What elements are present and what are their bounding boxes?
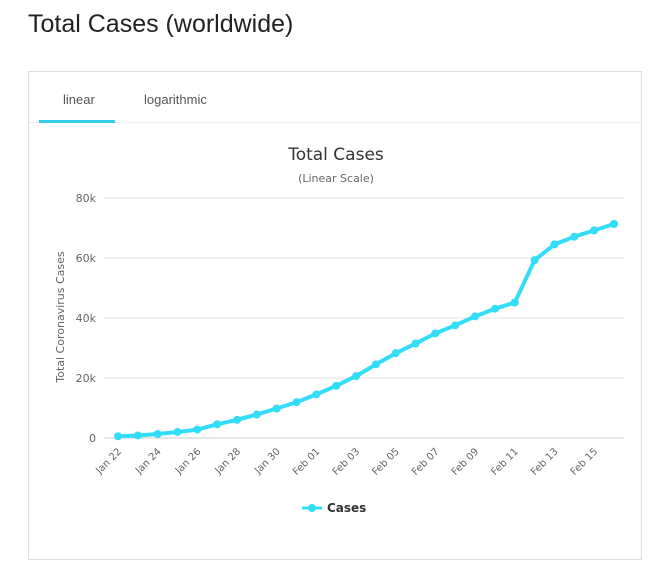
active-tab-indicator: [39, 120, 115, 123]
x-tick-label: Feb 03: [331, 446, 363, 478]
x-tick-label: Feb 11: [489, 446, 521, 478]
data-point[interactable]: [490, 304, 499, 313]
data-point[interactable]: [570, 232, 579, 241]
data-point[interactable]: [550, 240, 559, 249]
data-point[interactable]: [510, 298, 519, 307]
x-tick-label: Feb 07: [410, 446, 442, 478]
x-tick-label: Jan 26: [173, 446, 204, 477]
legend-label-cases: Cases: [327, 501, 366, 515]
chart-title: Total Cases: [287, 145, 384, 165]
y-tick-label: 60k: [76, 252, 97, 265]
chart-panel: linear logarithmic: [28, 71, 642, 560]
scale-tabs: linear logarithmic: [29, 72, 641, 123]
data-point[interactable]: [213, 420, 222, 429]
x-axis-ticks: Jan 22 Jan 24 Jan 26 Jan 28 Jan 30 Feb 01 Feb …: [93, 446, 600, 478]
x-tick-label: Feb 15: [569, 446, 601, 478]
data-point[interactable]: [233, 415, 242, 424]
x-tick-label: Jan 24: [133, 446, 164, 477]
x-tick-label: Feb 13: [529, 446, 561, 478]
data-point[interactable]: [610, 220, 618, 229]
data-point[interactable]: [193, 425, 202, 434]
data-point[interactable]: [471, 312, 480, 321]
grid-lines: [104, 197, 624, 439]
y-tick-label: 0: [89, 432, 96, 445]
page-title: Total Cases (worldwide): [28, 10, 294, 38]
data-point[interactable]: [252, 410, 261, 419]
x-tick-label: Feb 09: [450, 446, 482, 478]
data-point[interactable]: [352, 372, 361, 381]
data-point[interactable]: [391, 349, 400, 358]
x-tick-label: Jan 22: [93, 446, 124, 477]
tab-linear[interactable]: linear: [63, 92, 95, 107]
data-point[interactable]: [114, 432, 122, 441]
y-tick-label: 40k: [76, 312, 97, 325]
x-tick-label: Jan 30: [252, 446, 283, 477]
y-tick-label: 20k: [76, 372, 97, 385]
data-point[interactable]: [133, 431, 142, 440]
data-point[interactable]: [411, 339, 420, 348]
data-point[interactable]: [153, 430, 162, 439]
data-point[interactable]: [451, 321, 460, 330]
y-tick-label: 80k: [76, 192, 97, 205]
legend-marker: [308, 504, 316, 512]
y-axis-ticks: 0 20k 40k 60k 80k: [76, 192, 97, 445]
data-point[interactable]: [371, 360, 380, 369]
x-tick-label: Feb 01: [291, 446, 323, 478]
data-point[interactable]: [292, 398, 301, 407]
data-point[interactable]: [332, 381, 341, 390]
tab-logarithmic[interactable]: logarithmic: [144, 92, 207, 107]
data-point[interactable]: [431, 329, 440, 338]
chart-subtitle: (Linear Scale): [298, 172, 374, 185]
data-point[interactable]: [312, 390, 321, 399]
x-tick-label: Feb 05: [370, 446, 402, 478]
y-axis-label: Total Coronavirus Cases: [54, 251, 67, 384]
legend[interactable]: Cases: [302, 501, 366, 515]
data-point[interactable]: [590, 226, 599, 235]
x-tick-label: Jan 28: [213, 446, 244, 477]
data-point[interactable]: [173, 427, 182, 436]
data-point[interactable]: [272, 404, 281, 413]
data-point[interactable]: [530, 256, 539, 265]
series-points: [114, 220, 618, 441]
series-line-cases: [116, 222, 616, 439]
